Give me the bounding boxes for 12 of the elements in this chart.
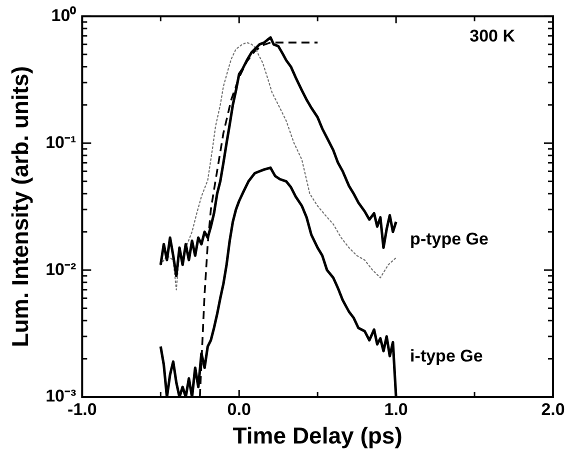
y-tick-label: 10⁻¹ bbox=[46, 132, 76, 152]
y-tick-label: 10⁻² bbox=[46, 260, 76, 279]
x-tick-label: 2.0 bbox=[541, 400, 565, 419]
series-label: i-type Ge bbox=[410, 346, 483, 366]
y-axis-title: Lum. Intensity (arb. units) bbox=[7, 66, 34, 348]
x-tick-label: 1.0 bbox=[384, 400, 408, 419]
y-tick-label: 10⁰ bbox=[51, 6, 76, 25]
series-label: p-type Ge bbox=[410, 230, 488, 249]
x-tick-label: -1.0 bbox=[68, 400, 97, 419]
annotation: 300 K bbox=[470, 26, 516, 46]
x-axis-title: Time Delay (ps) bbox=[232, 422, 402, 449]
x-tick-label: 0.0 bbox=[227, 400, 251, 419]
